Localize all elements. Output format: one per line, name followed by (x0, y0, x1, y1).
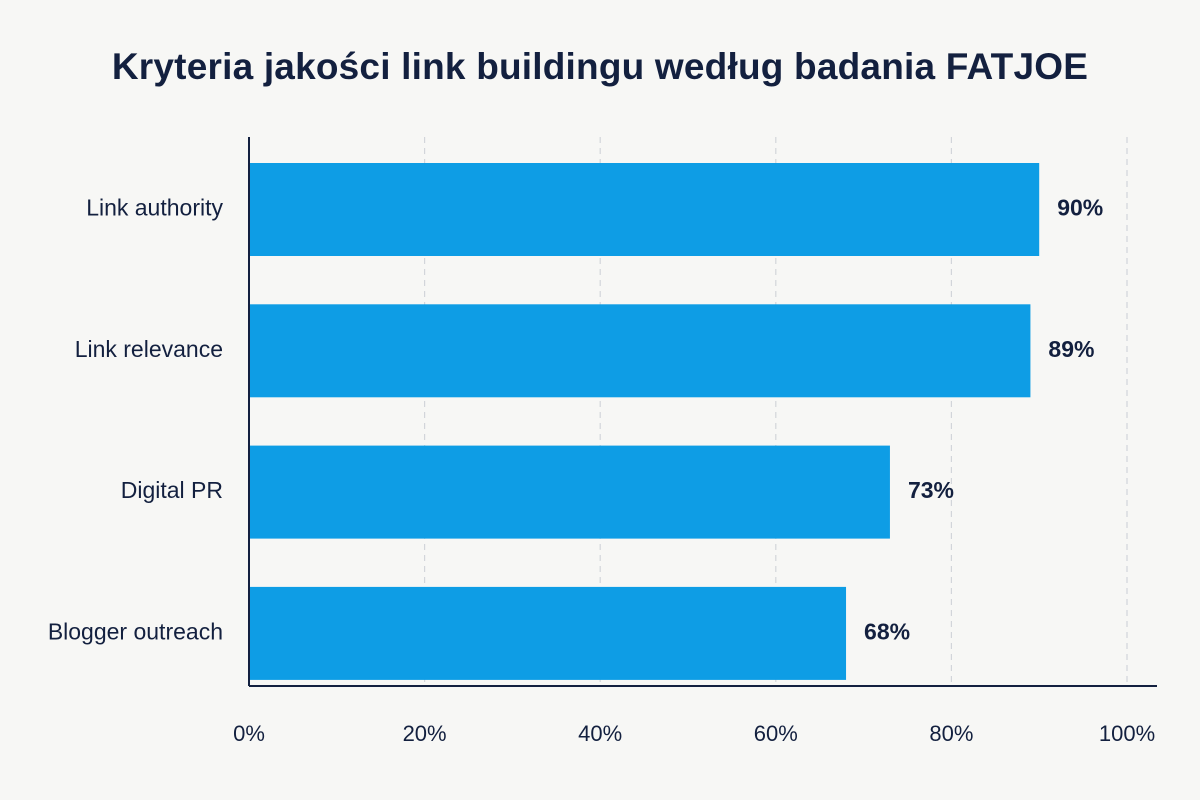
axes (248, 137, 1157, 687)
x-tick-label: 80% (929, 721, 973, 746)
x-tick-label: 40% (578, 721, 622, 746)
bar (249, 586, 847, 680)
x-tick-label: 100% (1099, 721, 1155, 746)
bar (249, 304, 1031, 398)
category-label: Link relevance (75, 336, 223, 362)
data-label: 68% (864, 618, 910, 644)
labels: Link authority 90% Link relevance 89% Digita… (48, 195, 1155, 746)
category-label: Blogger outreach (48, 618, 223, 644)
chart-title: Kryteria jakości link buildingu według b… (111, 46, 1089, 87)
data-label: 89% (1048, 336, 1094, 362)
data-label: 90% (1057, 195, 1103, 221)
bar (249, 445, 890, 539)
x-tick-label: 0% (233, 721, 265, 746)
bars (249, 163, 1040, 680)
data-label: 73% (908, 477, 954, 503)
x-tick-label: 20% (403, 721, 447, 746)
category-label: Digital PR (121, 477, 223, 503)
category-label: Link authority (86, 195, 223, 221)
bar (249, 163, 1040, 256)
x-tick-label: 60% (754, 721, 798, 746)
